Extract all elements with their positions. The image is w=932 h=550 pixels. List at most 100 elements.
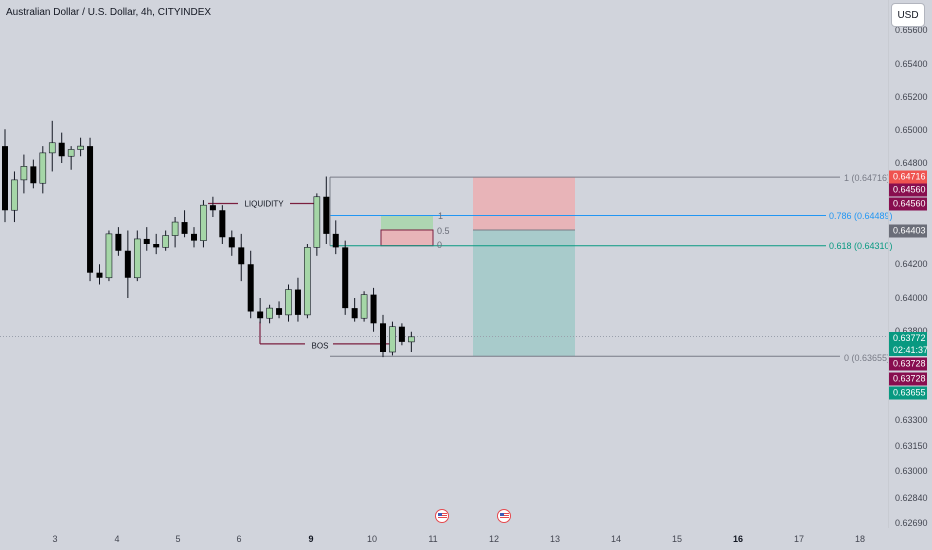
time-tick: 14	[610, 534, 622, 544]
candle-down	[115, 233, 122, 251]
candle-up	[67, 149, 75, 157]
candle-down	[294, 289, 301, 315]
price-tick: 0.64200	[895, 259, 928, 269]
price-tick: 0.62840	[895, 493, 928, 503]
candle-up	[105, 233, 113, 279]
us-flag-icon[interactable]	[497, 509, 511, 523]
time-tick: 4	[114, 534, 120, 544]
price-tick: 0.63300	[895, 415, 928, 425]
us-flag-icon	[437, 513, 447, 519]
time-tick: 11	[428, 534, 438, 544]
candle-up	[200, 204, 207, 241]
zone-label-one: 1	[438, 211, 444, 221]
fib-level-1[interactable]: 1 (0.64716)	[844, 173, 891, 183]
candle-down	[96, 272, 103, 278]
fib-level-0618[interactable]: 0.618 (0.64310)	[829, 241, 893, 251]
candle-up	[162, 235, 169, 248]
candle-down	[87, 146, 94, 273]
chart-pane[interactable]	[0, 0, 888, 528]
price-tick: 0.64000	[895, 293, 928, 303]
candle-up	[39, 152, 47, 184]
fib-level-0[interactable]: 0 (0.63655)	[844, 353, 891, 363]
fvg-zone-lower	[380, 229, 434, 247]
price-label-fib-1: 0.64716	[889, 170, 927, 184]
fib-level-0786[interactable]: 0.786 (0.64489)	[829, 211, 893, 221]
candlestick-chart[interactable]	[0, 0, 888, 528]
price-label-crosshair: 0.64403	[889, 224, 927, 238]
time-tick: 12	[488, 534, 500, 544]
price-tick: 0.65000	[895, 125, 928, 135]
fvg-zone-upper	[381, 215, 433, 230]
candle-down	[124, 250, 131, 278]
price-tick: 0.63150	[895, 441, 928, 451]
candle-down	[323, 196, 330, 234]
price-tick: 0.62690	[895, 518, 928, 528]
candle-down	[276, 308, 283, 315]
us-flag-icon	[499, 513, 509, 519]
time-tick: 17	[793, 534, 805, 544]
price-label-fib-0: 0.63655	[889, 386, 927, 400]
last-price-value: 0.63772	[893, 333, 926, 343]
time-tick: 16	[732, 534, 744, 544]
price-tick: 0.65600	[895, 25, 928, 35]
price-axis[interactable]: 0.65600 0.65400 0.65200 0.65000 0.64800 …	[888, 0, 932, 528]
candle-down	[257, 311, 264, 319]
time-axis[interactable]: 3 4 5 6 9 10 11 12 13 14 15 16 17 18	[0, 528, 888, 550]
currency-button[interactable]: USD	[891, 3, 925, 27]
candle-down	[398, 326, 405, 342]
candle-up	[20, 166, 28, 181]
time-tick: 5	[175, 534, 181, 544]
candle-down	[181, 222, 188, 234]
candle-down	[247, 264, 254, 312]
candle-up	[285, 289, 292, 316]
candle-down	[228, 237, 235, 248]
us-flag-icon[interactable]	[435, 509, 449, 523]
price-label-low: 0.63728	[889, 372, 927, 386]
candle-down	[351, 308, 358, 319]
last-price-label: 0.63772 02:41:37	[889, 332, 929, 356]
price-tick: 0.63000	[895, 466, 928, 476]
candle-up	[77, 145, 84, 150]
candle-up	[389, 326, 396, 353]
candle-up	[313, 196, 321, 248]
candle-down	[342, 247, 349, 309]
liquidity-label[interactable]: LIQUIDITY	[242, 199, 286, 209]
take-profit-zone	[473, 229, 575, 357]
time-tick: 13	[549, 534, 561, 544]
candle-down	[191, 233, 197, 241]
symbol-title: Australian Dollar / U.S. Dollar, 4h, CIT…	[6, 7, 212, 18]
candle-up	[266, 307, 273, 319]
price-label-high: 0.64560	[889, 183, 927, 197]
price-tick: 0.65400	[895, 59, 928, 69]
candle-down	[30, 166, 37, 184]
candle-down	[209, 205, 216, 211]
time-tick: 15	[671, 534, 683, 544]
price-tick: 0.63800	[895, 326, 928, 336]
time-tick: 9	[308, 534, 314, 544]
zone-label-half: 0.5	[437, 226, 450, 236]
time-tick: 18	[854, 534, 866, 544]
time-tick: 10	[366, 534, 378, 544]
candle-up	[171, 221, 179, 236]
price-tick: 0.64800	[895, 158, 928, 168]
candle-down	[153, 244, 160, 248]
candle-up	[304, 247, 311, 316]
price-tick: 0.65200	[895, 92, 928, 102]
bos-label[interactable]: BOS	[309, 341, 331, 351]
candle-down	[58, 142, 65, 157]
price-label-low: 0.63728	[889, 357, 927, 371]
candle-down	[370, 294, 377, 324]
stop-loss-zone	[473, 177, 575, 230]
zone-label-zero: 0	[437, 240, 443, 250]
candle-down	[380, 323, 386, 352]
candle-up	[48, 142, 56, 154]
candle-down	[2, 146, 8, 211]
candle-down	[238, 247, 245, 265]
candle-down	[332, 233, 339, 248]
bar-countdown: 02:41:37	[893, 345, 929, 355]
price-label-high: 0.64560	[889, 197, 927, 211]
candle-up	[360, 294, 368, 319]
candle-up	[134, 238, 141, 279]
time-tick: 3	[52, 534, 58, 544]
candle-down	[219, 210, 226, 238]
